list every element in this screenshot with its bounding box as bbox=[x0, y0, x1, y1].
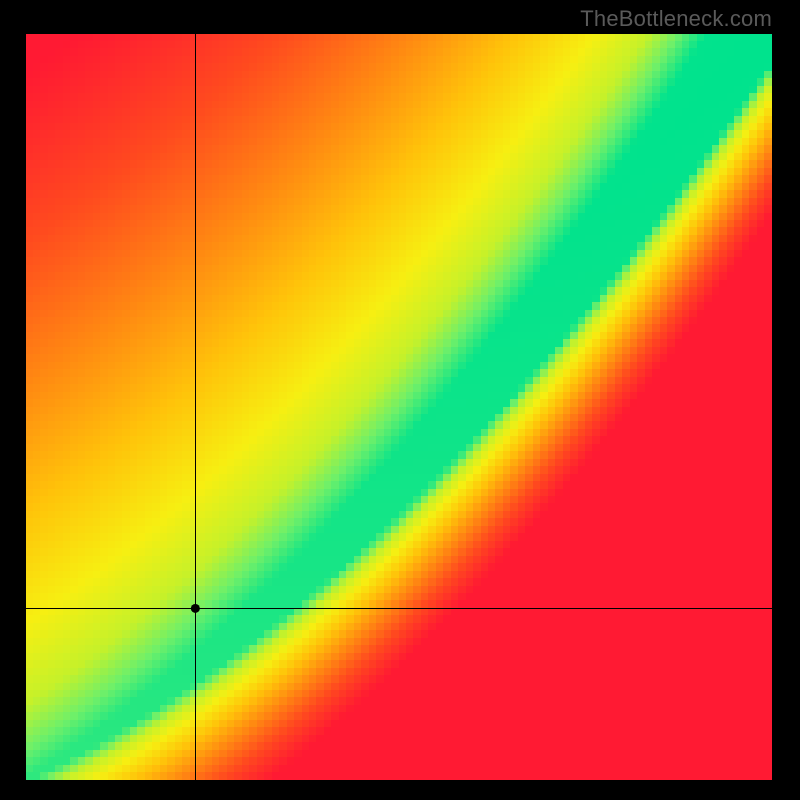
bottleneck-heatmap bbox=[26, 34, 772, 780]
watermark-text: TheBottleneck.com bbox=[580, 6, 772, 32]
